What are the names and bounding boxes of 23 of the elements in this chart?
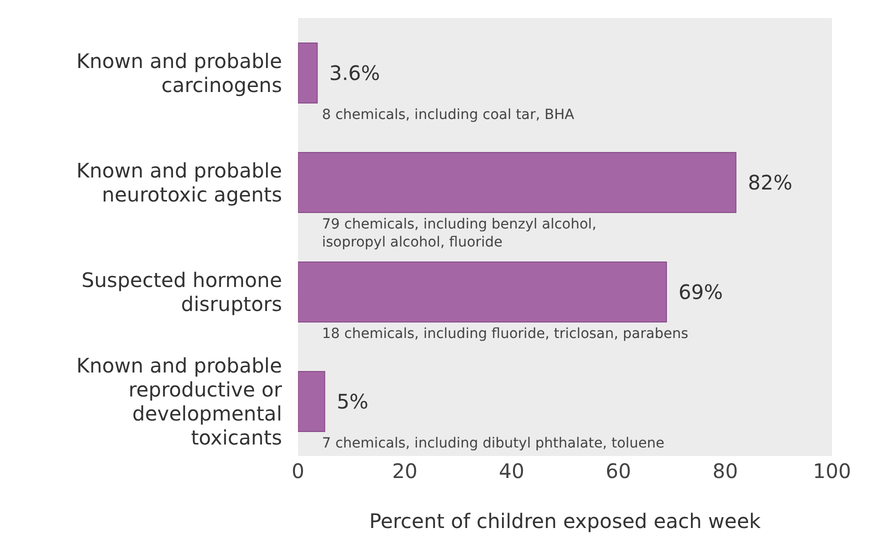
data-label: 5% <box>336 390 368 414</box>
x-tick-label: 40 <box>498 459 524 484</box>
bar <box>298 42 318 104</box>
x-tick-label: 100 <box>812 459 852 484</box>
annotation: 18 chemicals, including fluoride, triclosan, parabens <box>322 326 688 342</box>
y-tick-label: Known and probable carcinogens <box>76 48 282 97</box>
x-tick-label: 80 <box>712 459 738 484</box>
y-tick-label: Known and probable neurotoxic agents <box>76 158 282 206</box>
data-label: 3.6% <box>329 61 380 85</box>
y-tick-label: Known and probable reproductive or developmental toxicants <box>76 353 283 450</box>
annotation: 8 chemicals, including coal tar, BHA <box>322 107 575 123</box>
x-tick-label: 60 <box>606 459 632 484</box>
data-label: 69% <box>678 280 723 304</box>
x-tick-label: 20 <box>392 459 418 484</box>
bar <box>298 152 736 213</box>
bar <box>298 371 326 432</box>
x-axis-title: Percent of children exposed each week <box>369 509 762 533</box>
data-label: 82% <box>748 170 792 194</box>
y-tick-label: Suspected hormone disruptors <box>82 268 282 316</box>
bar <box>298 262 667 322</box>
annotation: 79 chemicals, including benzyl alcohol, isopropyl alcohol, fluoride <box>322 216 596 250</box>
x-tick-label: 0 <box>292 459 304 484</box>
annotation: 7 chemicals, including dibutyl phthalate, toluene <box>322 436 664 452</box>
